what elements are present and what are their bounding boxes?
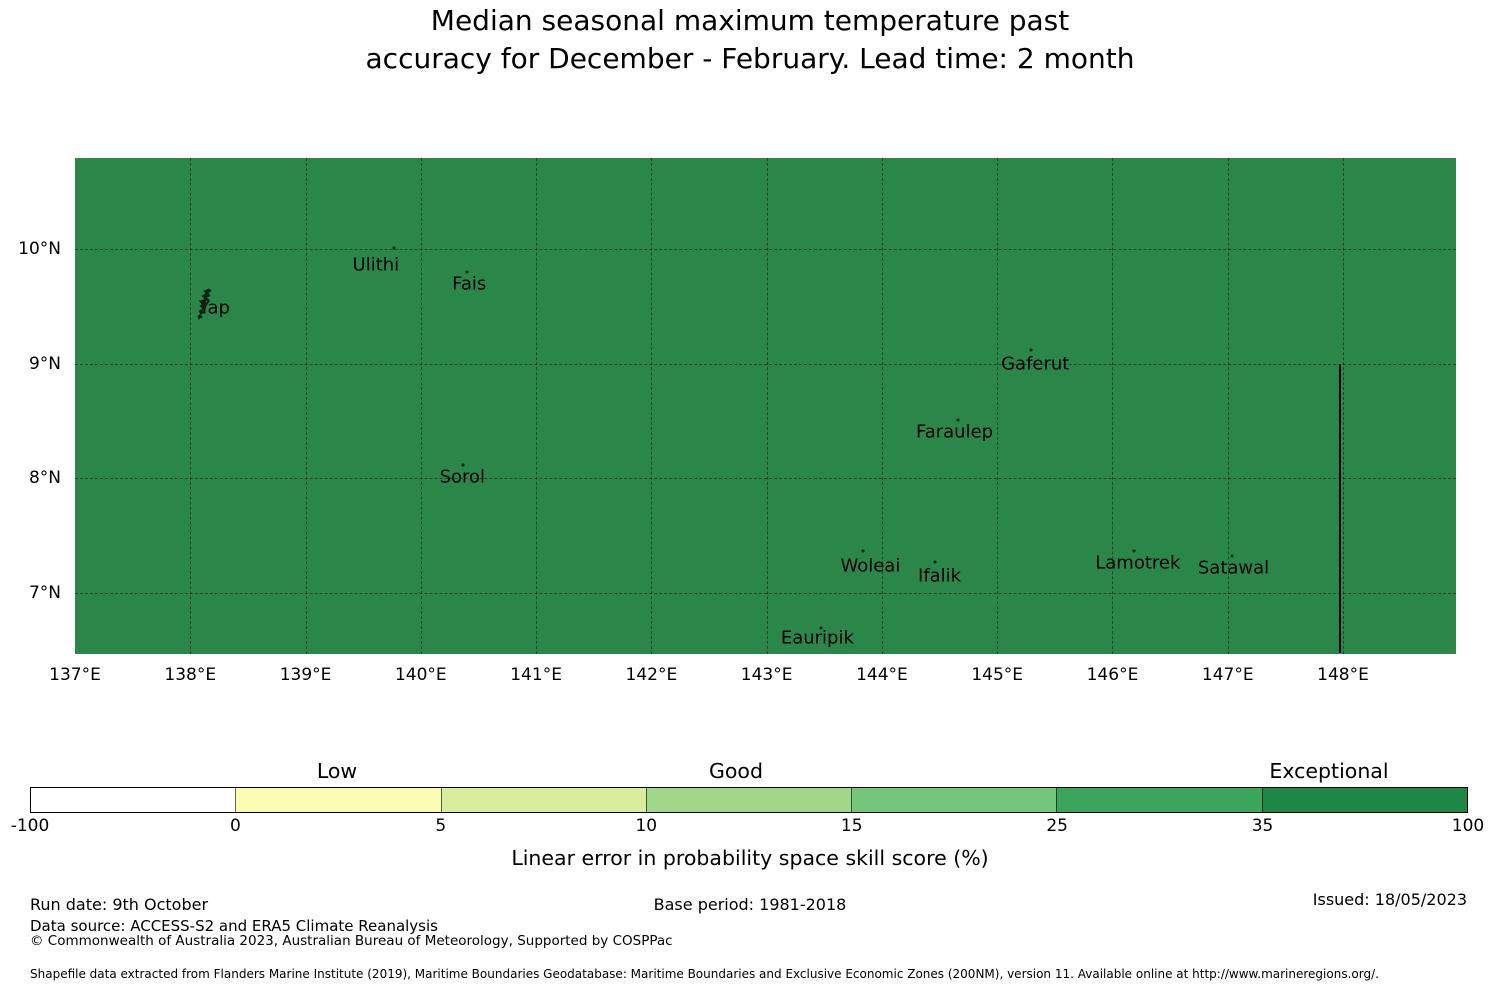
gridline-horizontal <box>75 248 1456 250</box>
x-axis-tick-label: 144°E <box>856 665 908 685</box>
x-axis-tick-label: 139°E <box>279 665 332 685</box>
colorbar-tick-label: 100 <box>1451 816 1485 836</box>
colorbar-segment-10-to-15 <box>645 788 852 812</box>
colorbar-ticks: -100 0 5 10 15 25 35 100 <box>11 816 1485 838</box>
gridline-vertical <box>766 158 768 654</box>
colorbar-tick-label: -100 <box>10 816 50 836</box>
island-label-eauripik: Eauripik <box>780 627 854 649</box>
colorbar-tick-label: 35 <box>1251 816 1274 836</box>
copyright-text: © Commonwealth of Australia 2023, Austra… <box>30 933 673 949</box>
island-marker-gaferut <box>1029 348 1033 352</box>
gridline-vertical <box>536 158 538 654</box>
colorbar-segment-35-to-100 <box>1261 788 1467 812</box>
island-marker-lamotrek <box>1132 549 1136 553</box>
island-marker-woleai <box>861 549 865 553</box>
gridline-vertical <box>1112 158 1114 654</box>
gridline-horizontal <box>75 478 1456 480</box>
island-marker-fais <box>465 270 469 274</box>
gridline-vertical <box>305 158 307 654</box>
y-axis-tick-label: 7°N <box>28 583 61 604</box>
x-axis-tick-label: 141°E <box>510 665 562 685</box>
x-axis-tick-label: 143°E <box>740 665 793 685</box>
gridline-vertical <box>997 158 999 654</box>
island-marker-satawal <box>1230 554 1234 558</box>
gridline-horizontal <box>75 593 1456 595</box>
colorbar-tick-label: 15 <box>840 816 863 836</box>
colorbar-segment-5-to-10 <box>440 788 646 812</box>
island-marker-eauripik <box>819 626 823 630</box>
island-label-ifalik: Ifalik <box>918 565 962 587</box>
colorbar-tick-label: 25 <box>1046 816 1068 836</box>
island-marker-ifalik <box>933 560 937 564</box>
island-shape-yap <box>197 288 215 320</box>
colorbar-tick-label: 5 <box>435 816 447 836</box>
island-label-faraulep: Faraulep <box>916 421 994 443</box>
map-plot-area: 137°E 138°E 139°E 140°E 141°E 142°E 143°E 144°E… <box>18 158 1456 685</box>
eez-boundary-line <box>1338 363 1341 653</box>
figure-title-line1: Median seasonal maximum temperature past <box>430 4 1070 37</box>
island-label-fais: Fais <box>452 273 487 295</box>
gridline-horizontal <box>75 363 1456 365</box>
x-axis-tick-label: 140°E <box>394 665 447 685</box>
island-label-woleai: Woleai <box>840 555 901 577</box>
island-label-satawal: Satawal <box>1197 557 1270 579</box>
figure-title: Median seasonal maximum temperature past… <box>0 2 1500 78</box>
x-axis-tick-label: 147°E <box>1201 665 1254 685</box>
colorbar-segment-0-to-5 <box>235 788 441 812</box>
island-label-sorol: Sorol <box>439 466 486 488</box>
y-axis-tick-label: 10°N <box>18 238 61 259</box>
island-label-lamotrek: Lamotrek <box>1095 552 1181 574</box>
y-axis-tick-label: 9°N <box>28 353 61 374</box>
island-label-gaferut: Gaferut <box>1001 353 1070 375</box>
base-period-text: Base period: 1981-2018 <box>653 895 847 914</box>
shapefile-note-text: Shapefile data extracted from Flanders M… <box>30 967 1379 981</box>
colorbar-category-exceptional: Exceptional <box>1269 759 1389 783</box>
colorbar-segment-15-to-25 <box>851 788 1057 812</box>
x-axis-tick-label: 145°E <box>971 665 1024 685</box>
figure-title-line2: accuracy for December - February. Lead t… <box>365 42 1135 75</box>
colorbar-axis-label: Linear error in probability space skill … <box>511 846 989 870</box>
gridline-vertical <box>420 158 422 654</box>
x-axis-tick-label: 148°E <box>1317 665 1369 685</box>
gridline-vertical <box>881 158 883 654</box>
x-axis-tick-label: 137°E <box>49 665 101 685</box>
gridline-vertical <box>1227 158 1229 654</box>
island-label-ulithi: Ulithi <box>352 254 400 276</box>
island-marker-faraulep <box>956 418 960 422</box>
colorbar-tick-label: 10 <box>635 816 658 836</box>
colorbar-segment--100-to-0 <box>31 788 236 812</box>
x-axis-tick-label: 142°E <box>625 665 678 685</box>
x-axis-tick-label: 146°E <box>1086 665 1139 685</box>
gridline-vertical <box>1343 158 1345 654</box>
colorbar-category-good: Good <box>709 759 763 783</box>
y-axis-tick-label: 8°N <box>28 468 61 489</box>
gridline-vertical <box>651 158 653 654</box>
colorbar-category-low: Low <box>316 759 358 783</box>
island-marker-ulithi <box>392 246 396 250</box>
gridline-vertical <box>190 158 192 654</box>
x-axis-tick-label: 138°E <box>164 665 217 685</box>
colorbar-tick-label: 0 <box>230 816 241 836</box>
colorbar-segment-25-to-35 <box>1056 788 1262 812</box>
island-marker-sorol <box>461 463 465 467</box>
run-date-text: Run date: 9th October <box>30 895 209 914</box>
colorbar <box>30 787 1468 813</box>
data-source-text: Data source: ACCESS-S2 and ERA5 Climate … <box>30 917 438 935</box>
issued-date-text: Issued: 18/05/2023 <box>1312 890 1467 909</box>
